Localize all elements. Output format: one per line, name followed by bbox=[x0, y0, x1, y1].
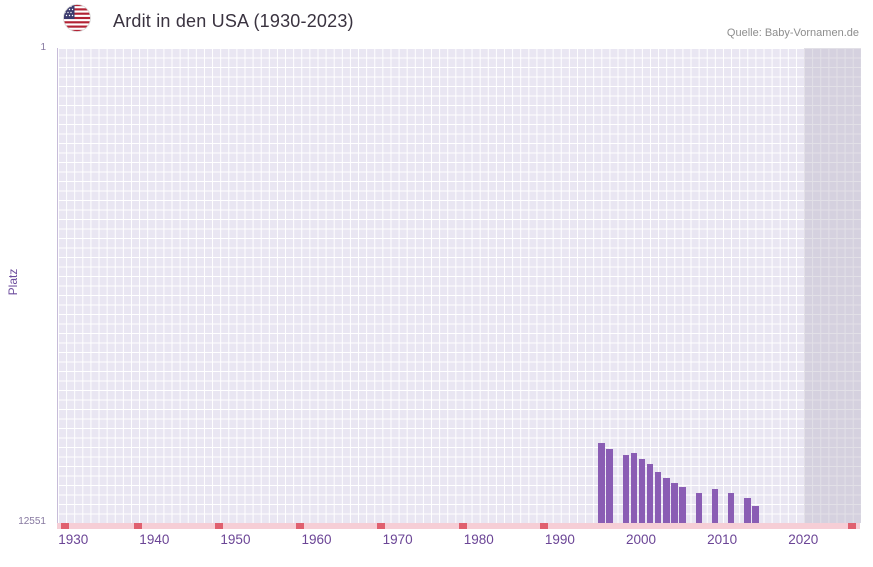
x-tick-label-2020: 2020 bbox=[788, 532, 819, 547]
chart-bar-2002 bbox=[654, 471, 662, 523]
chart-bar-2007 bbox=[695, 492, 703, 523]
chart-bar-1995 bbox=[598, 443, 605, 523]
x-axis-baseline bbox=[57, 523, 860, 529]
x-tick-label-1980: 1980 bbox=[463, 532, 494, 547]
chart-bar-2011 bbox=[727, 492, 735, 523]
chart-bar-1996 bbox=[606, 449, 613, 523]
baseline-mark-2026 bbox=[847, 523, 856, 529]
x-tick-label-1960: 1960 bbox=[301, 532, 332, 547]
x-tick-label-1970: 1970 bbox=[382, 532, 413, 547]
chart-bar-2000 bbox=[638, 458, 646, 523]
x-tick-label-2010: 2010 bbox=[707, 532, 738, 547]
x-tick-label-1950: 1950 bbox=[220, 532, 251, 547]
chart-bar-2005 bbox=[679, 487, 686, 523]
chart-bar-2004 bbox=[671, 483, 678, 523]
chart-bar-1999 bbox=[630, 452, 638, 523]
x-tick-label-1990: 1990 bbox=[544, 532, 575, 547]
baseline-mark-1938 bbox=[134, 523, 143, 529]
x-tick-label-1930: 1930 bbox=[58, 532, 89, 547]
baseline-mark-1948 bbox=[215, 523, 224, 529]
chart-bar-2014 bbox=[752, 505, 759, 523]
plot-area bbox=[57, 48, 861, 523]
baseline-mark-1988 bbox=[539, 523, 548, 529]
baseline-mark-1968 bbox=[377, 523, 386, 529]
y-tick-top: 1 bbox=[40, 42, 46, 53]
x-axis-tick-labels: 1930 1940 1950 1960 1970 1980 1990 2000 2010 2020 bbox=[57, 532, 860, 552]
baseline-mark-1978 bbox=[458, 523, 467, 529]
chart-bar-1998 bbox=[622, 454, 630, 523]
chart-bar-2003 bbox=[663, 477, 670, 523]
future-shaded-region bbox=[804, 48, 861, 523]
x-tick-label-2000: 2000 bbox=[625, 532, 657, 547]
y-tick-bottom: 12551 bbox=[18, 516, 46, 527]
chart-bar-2001 bbox=[646, 464, 654, 523]
baseline-mark-1929 bbox=[61, 523, 70, 529]
x-tick-label-1940: 1940 bbox=[139, 532, 170, 547]
us-flag-icon bbox=[63, 4, 91, 32]
chart-bar-2009 bbox=[711, 488, 719, 523]
source-attribution: Quelle: Baby-Vornamen.de bbox=[726, 27, 859, 39]
baseline-mark-1958 bbox=[296, 523, 305, 529]
y-axis-title: Platz bbox=[6, 268, 20, 296]
page-title: Ardit in den USA (1930-2023) bbox=[113, 11, 354, 31]
chart-bar-2013 bbox=[744, 498, 751, 523]
